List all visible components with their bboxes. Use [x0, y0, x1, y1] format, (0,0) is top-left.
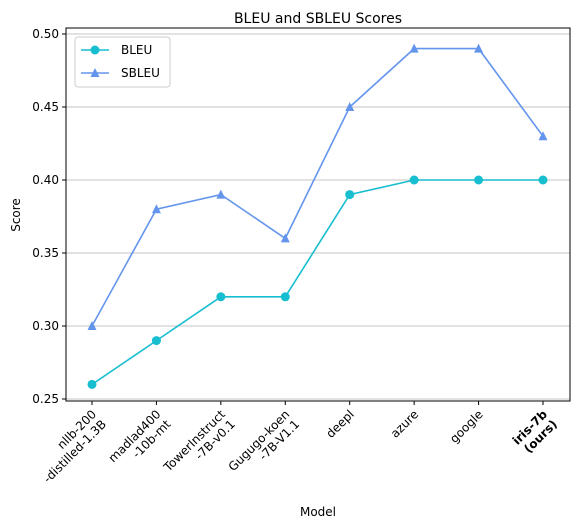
point-sbleu-3 — [280, 233, 290, 243]
x-axis-ticks: nllb-200-distilled-1.3Bmadlad400-10b-mtT… — [31, 401, 561, 486]
point-bleu-1 — [151, 336, 161, 346]
y-tick-label-3: 0.40 — [32, 173, 59, 187]
point-sbleu-4 — [345, 102, 355, 111]
series-line-sbleu — [91, 47, 544, 327]
y-tick-label-2: 0.35 — [32, 246, 59, 260]
chart-title: BLEU and SBLEU Scores — [234, 11, 402, 27]
legend-label-bleu: BLEU — [121, 43, 152, 57]
x-tick-label-0: nllb-200-distilled-1.3B — [31, 407, 109, 485]
x-tick-label-4: deepl — [323, 407, 356, 440]
x-tick-label-line: google — [447, 407, 486, 446]
x-tick-label-6: google — [447, 407, 486, 446]
grid-lines — [66, 33, 570, 400]
y-tick-label-0: 0.25 — [32, 392, 59, 406]
x-tick-label-7: iris-7b(ours) — [510, 407, 561, 458]
point-bleu-0 — [87, 379, 97, 389]
point-bleu-3 — [280, 292, 290, 302]
legend-marker-sbleu — [90, 68, 100, 77]
x-tick-label-3: Gugugo-koen-7B-V1.1 — [226, 407, 303, 484]
series-line-bleu — [91, 179, 543, 386]
x-tick-label-line: azure — [388, 407, 421, 440]
y-axis-ticks: 0.25 0.30 0.35 0.40 0.45 0.50 — [32, 27, 66, 406]
series-layer — [87, 43, 548, 389]
legend-marker-bleu — [90, 45, 100, 55]
y-axis-title: Score — [9, 198, 23, 232]
point-bleu-5 — [409, 175, 419, 185]
y-tick-label-1: 0.30 — [32, 319, 59, 333]
point-sbleu-7 — [538, 131, 548, 141]
x-tick-label-5: azure — [388, 407, 421, 440]
x-axis-title: Model — [300, 505, 336, 519]
point-sbleu-1 — [151, 204, 161, 214]
point-sbleu-6 — [474, 43, 484, 53]
point-sbleu-0 — [87, 321, 97, 330]
legend: BLEU SBLEU — [74, 36, 171, 88]
point-sbleu-5 — [409, 43, 419, 53]
point-bleu-7 — [538, 175, 548, 185]
point-sbleu-2 — [216, 189, 226, 199]
y-tick-label-4: 0.45 — [32, 100, 59, 114]
y-tick-label-5: 0.50 — [32, 27, 59, 41]
x-tick-label-line: deepl — [323, 407, 356, 440]
point-bleu-6 — [474, 175, 484, 185]
legend-label-sbleu: SBLEU — [121, 66, 160, 80]
point-bleu-4 — [345, 190, 355, 200]
plot-area-frame — [65, 27, 571, 402]
x-tick-label-2: TowerInstruct-7B-v0.1 — [160, 407, 238, 485]
point-bleu-2 — [216, 292, 226, 302]
